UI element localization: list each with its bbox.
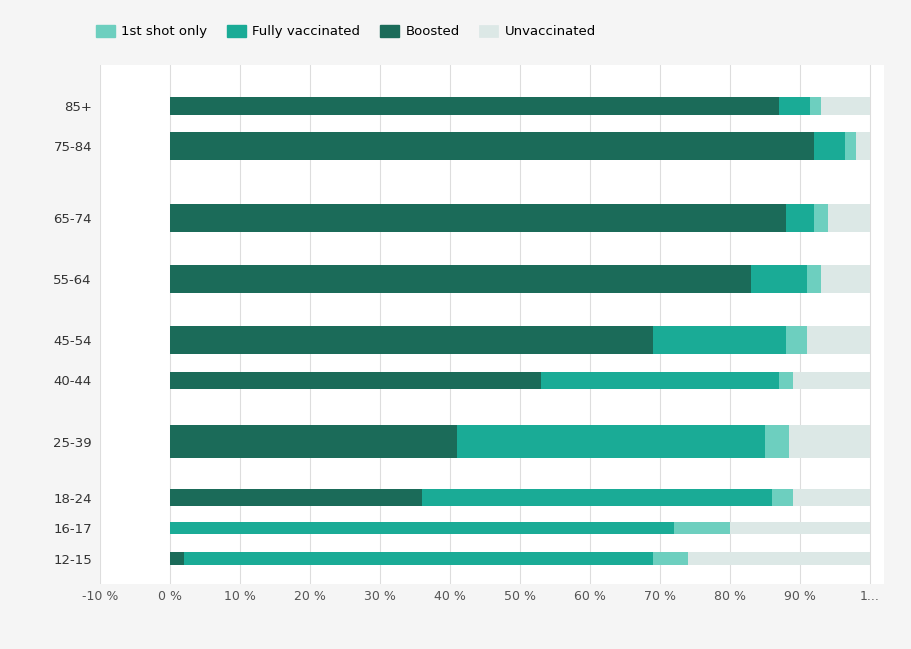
Bar — [170, 97, 779, 114]
Bar — [674, 522, 730, 535]
Bar — [170, 522, 674, 535]
Bar — [170, 372, 541, 389]
Bar — [751, 265, 807, 293]
Bar — [170, 425, 870, 458]
Bar — [170, 372, 870, 389]
Bar — [807, 265, 821, 293]
Bar — [170, 265, 751, 293]
Bar — [170, 552, 870, 565]
Bar — [779, 372, 793, 389]
Bar — [845, 132, 855, 160]
Bar — [170, 132, 870, 160]
Bar — [810, 97, 821, 114]
Bar — [170, 265, 870, 293]
Bar — [170, 132, 814, 160]
Bar — [170, 552, 184, 565]
Legend: 1st shot only, Fully vaccinated, Boosted, Unvaccinated: 1st shot only, Fully vaccinated, Boosted… — [91, 19, 601, 43]
Bar — [170, 425, 457, 458]
Bar — [170, 204, 870, 232]
Bar — [170, 326, 653, 354]
Bar — [184, 552, 653, 565]
Bar — [170, 204, 785, 232]
Bar — [772, 489, 793, 506]
Bar — [785, 326, 807, 354]
Bar — [170, 326, 870, 354]
Bar — [653, 552, 688, 565]
Bar — [170, 489, 870, 506]
Bar — [170, 489, 422, 506]
Bar — [422, 489, 772, 506]
Bar — [653, 326, 785, 354]
Bar — [457, 425, 764, 458]
Bar — [785, 204, 814, 232]
Bar — [779, 97, 810, 114]
Bar — [764, 425, 789, 458]
Bar — [170, 97, 870, 114]
Bar — [541, 372, 779, 389]
Bar — [814, 132, 845, 160]
Bar — [814, 204, 828, 232]
Bar — [170, 522, 870, 535]
